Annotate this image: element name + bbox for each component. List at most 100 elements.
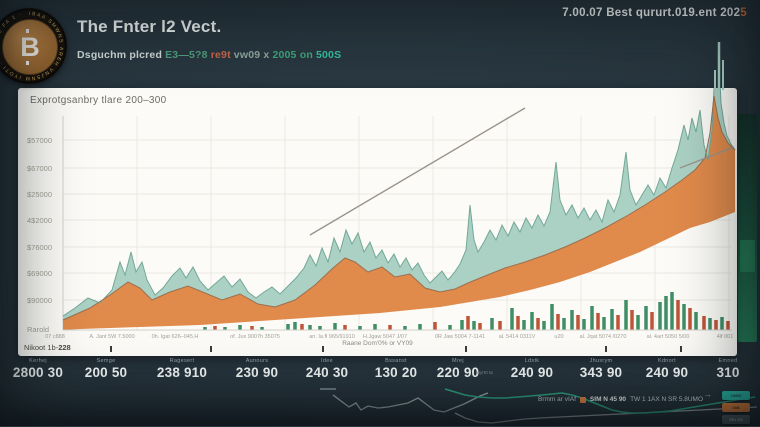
subtitle-part-4: vw09 x <box>233 49 270 61</box>
volume-bar <box>682 304 686 330</box>
stat-value: 2800 30 <box>12 365 64 380</box>
volume-bar <box>333 323 337 330</box>
teal-outline <box>62 88 736 317</box>
stat-semge: Semge 200 50 <box>85 358 128 380</box>
volume-bar <box>213 326 217 330</box>
volume-bar <box>466 316 470 330</box>
volume-bar <box>238 325 242 330</box>
volume-bar <box>670 292 674 330</box>
expand-arrow-icon[interactable]: → <box>703 389 712 399</box>
tick-mark <box>465 346 467 352</box>
volume-bar <box>403 326 407 330</box>
volume-bar <box>516 316 520 330</box>
volume-bar <box>636 315 640 330</box>
x-axis-label: 0h. Igat 626–045.H <box>151 334 199 340</box>
volume-bar <box>624 300 628 330</box>
stat-label: Jhusrym <box>589 358 613 364</box>
tick-mark <box>322 346 324 352</box>
sparkline-gray-2 <box>454 406 758 424</box>
volume-bar <box>358 326 362 330</box>
volume-bar <box>576 315 580 330</box>
stat-label: Ragesert <box>169 358 195 364</box>
stat-value: 240 30 <box>305 365 349 380</box>
footer-button-3[interactable]: EIU 4/5 <box>722 415 750 424</box>
volume-bar <box>702 316 706 330</box>
subtitle-part-5: 2005 on <box>272 49 313 61</box>
volume-bar <box>582 319 586 330</box>
volume-bar <box>676 300 680 330</box>
tick-mark <box>210 346 212 352</box>
legend-text-1: Brmm ar vIAf <box>538 396 576 403</box>
stat-side-note: wyrtrt ta <box>476 370 493 375</box>
volume-bar <box>478 323 482 330</box>
volume-bar <box>596 313 600 330</box>
stat-label: Mrej <box>452 358 464 364</box>
volume-bar <box>610 309 614 330</box>
header-meta: 7.00.07 Best qururt.019.ent 2025 <box>562 7 747 19</box>
volume-bar <box>286 324 290 330</box>
page-subtitle: Dsguchm plcred E3—5?8 re9t vw09 x 2005 on 500… <box>77 49 344 61</box>
right-accent-strip <box>738 114 757 342</box>
trend-line-2 <box>679 146 735 169</box>
stat-idee: Idee 240 30 <box>306 358 349 380</box>
tick-mark <box>605 346 607 352</box>
stats-strip: Kerhej 2800 30 Semge 200 50 Ragesert 238 910 A… <box>0 358 760 392</box>
stat-value: 230 90 <box>235 365 279 380</box>
stat-label: Aunours <box>245 358 269 364</box>
stat-aunours: Aunours 230 90 <box>236 358 279 380</box>
action-buttons: OM05 08B EIU 4/5 <box>722 391 752 427</box>
chart-footnote: Raane Dom'0% or VY09 <box>342 340 413 347</box>
source-note-bold: 228 <box>58 343 71 352</box>
volume-bar <box>418 324 422 330</box>
volume-bar <box>490 318 494 330</box>
sparkline-gray-1 <box>332 392 489 413</box>
footer-legend: Brmm ar vIAf SIM N 45 90 TW 1 1AX N SR 5… <box>538 396 703 403</box>
volume-bar <box>343 325 347 330</box>
x-axis-label: al. 4art 5050 5/00 <box>646 334 690 340</box>
volume-bar <box>542 321 546 330</box>
y-axis-label: Rarold <box>27 325 50 334</box>
x-axis-label: 0R Jaw 5004 7-1141 <box>434 334 486 340</box>
stat-bssanst: Bssanst 130 20 <box>375 358 418 380</box>
strip-highlight <box>740 240 755 272</box>
volume-bar <box>373 324 377 330</box>
y-axis-label: $57000 <box>27 136 53 145</box>
x-axis-label: al. Jqat 5074 /0270 <box>579 334 627 340</box>
stat-label: Emned <box>718 358 738 364</box>
page-title: The Fnter l2 Vect. <box>77 17 222 36</box>
volume-bar <box>308 325 312 330</box>
volume-bar <box>630 310 634 330</box>
volume-bar <box>650 312 654 330</box>
x-axis-label: of. Jux 9007h 35075 <box>230 334 280 340</box>
subtitle-part-6: 500S <box>315 49 342 61</box>
stat-value: 240 90 <box>510 365 554 380</box>
legend-swatch-orange <box>579 396 586 403</box>
stat-label: Kerhej <box>29 358 47 364</box>
volume-bar <box>223 327 227 330</box>
footer-button-2[interactable]: 08B <box>722 403 750 412</box>
band-boundary-line <box>62 95 736 321</box>
stat-kdnort: Kdnort 240 90 <box>646 358 689 380</box>
volume-bar <box>708 318 712 330</box>
volume-bar <box>616 315 620 330</box>
stat-value: 220 90 <box>436 365 480 380</box>
y-axis-label: $25000 <box>27 190 53 199</box>
chart-card: Exprotgsanbry tlare 200–300 $57000 $67000… <box>18 88 737 356</box>
y-axis-label: $67000 <box>27 164 53 173</box>
volume-bar <box>562 318 566 330</box>
footer-button-1[interactable]: OM05 <box>722 391 750 400</box>
volume-bar <box>433 322 437 330</box>
subtitle-part-2: E3—5?8 <box>165 49 208 61</box>
stat-label: Idee <box>321 358 333 364</box>
volume-bar <box>720 317 724 330</box>
stat-value: 240 90 <box>645 365 689 380</box>
y-axis-label: $90000 <box>27 296 53 305</box>
x-axis-label: 4if 001 <box>716 334 734 340</box>
stat-value: 310 <box>716 365 740 380</box>
volume-bar <box>260 327 264 330</box>
coin-face: B <box>2 19 58 75</box>
volume-bar <box>448 325 452 330</box>
volume-bar <box>602 317 606 330</box>
volume-bar <box>510 308 514 330</box>
subtitle-part-3: re9t <box>210 49 231 61</box>
